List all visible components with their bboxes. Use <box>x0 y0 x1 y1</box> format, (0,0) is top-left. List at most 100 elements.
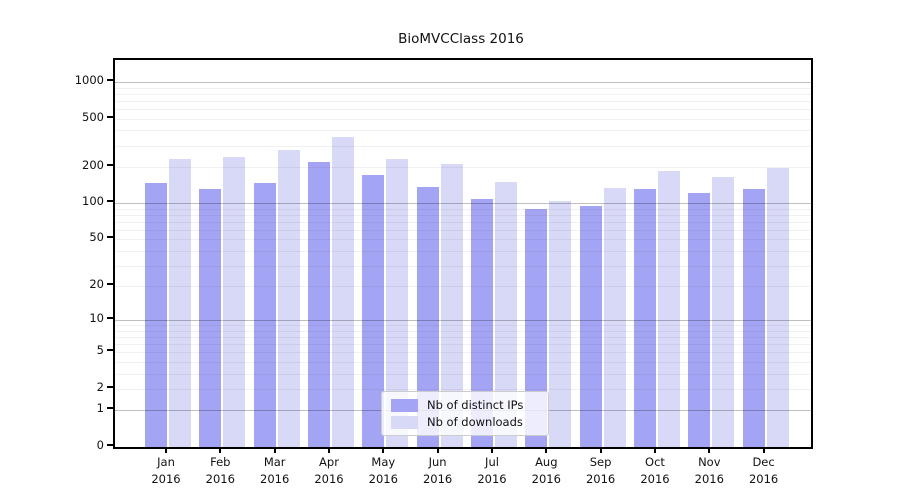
x-tick-year: 2016 <box>314 472 344 486</box>
y-tick-label: 10 <box>89 311 104 326</box>
y-tick-mark <box>107 200 113 203</box>
x-tick-month: Jul <box>485 455 499 469</box>
y-tick-mark <box>107 386 113 388</box>
y-tick-label: 20 <box>89 277 104 292</box>
bar-downloads <box>494 182 517 447</box>
x-tick-label: Apr 2016 <box>299 454 359 488</box>
x-tick-mark <box>436 447 439 453</box>
y-tick-mark <box>107 79 113 81</box>
x-tick-mark <box>545 447 548 453</box>
x-tick-month: Nov <box>698 455 721 469</box>
x-tick-year: 2016 <box>640 472 670 486</box>
bar-downloads <box>169 159 191 447</box>
bar-distinct-ips <box>688 192 711 447</box>
bar-downloads <box>712 176 735 447</box>
x-tick-month: Oct <box>645 455 665 469</box>
x-tick-year: 2016 <box>368 472 398 486</box>
y-tick-mark <box>107 283 113 286</box>
bar-downloads <box>549 201 572 447</box>
bar-distinct-ips <box>633 188 656 447</box>
gridline-minor <box>115 145 811 147</box>
x-tick-label: May 2016 <box>353 454 413 488</box>
gridline-minor <box>115 130 811 132</box>
bar-downloads <box>223 156 246 447</box>
y-tick-mark <box>107 349 113 352</box>
x-tick-mark <box>762 447 765 453</box>
x-tick-month: Apr <box>319 455 339 469</box>
x-tick-mark <box>382 447 385 453</box>
gridline-minor <box>115 250 811 252</box>
x-tick-label: Jul 2016 <box>462 454 522 488</box>
gridline-minor <box>115 229 811 231</box>
x-tick-year: 2016 <box>531 472 561 486</box>
gridline-minor <box>115 389 811 390</box>
x-tick-label: Oct 2016 <box>625 454 685 488</box>
gridline-major <box>115 203 811 205</box>
x-tick-month: Mar <box>263 455 286 469</box>
gridline-minor <box>115 344 811 346</box>
gridline-minor <box>115 239 811 241</box>
bar-distinct-ips <box>525 209 548 447</box>
y-tick-label: 100 <box>82 194 104 209</box>
x-tick-label: Mar 2016 <box>245 454 305 488</box>
bar-downloads <box>657 171 680 447</box>
bar-distinct-ips <box>416 187 439 447</box>
x-tick-year: 2016 <box>151 472 181 486</box>
y-tick-label: 500 <box>82 109 104 124</box>
bar-distinct-ips <box>307 161 330 447</box>
gridline-minor <box>115 93 811 95</box>
bar-distinct-ips <box>362 175 385 447</box>
x-tick-mark <box>328 447 330 453</box>
x-tick-year: 2016 <box>694 472 724 486</box>
gridline-major <box>115 320 811 322</box>
gridline-minor <box>115 221 811 223</box>
legend-label-distinct-ips: Nb of distinct IPs <box>427 398 524 412</box>
gridline-minor <box>115 118 811 120</box>
x-tick-label: Sep 2016 <box>571 454 631 488</box>
legend-item-distinct-ips: Nb of distinct IPs <box>391 398 539 412</box>
x-tick-label: Feb 2016 <box>190 454 250 488</box>
bar-distinct-ips <box>199 189 222 447</box>
y-tick-mark <box>107 236 113 239</box>
x-tick-label: Jan 2016 <box>136 454 196 488</box>
x-tick-mark <box>165 447 167 453</box>
bar-downloads <box>331 137 354 447</box>
y-tick-label: 5 <box>96 343 104 358</box>
bar-downloads <box>386 158 409 447</box>
gridline-minor <box>115 87 811 89</box>
bar-downloads <box>440 164 463 447</box>
y-tick-mark <box>107 163 113 166</box>
x-tick-mark <box>273 447 276 453</box>
x-tick-label: Aug 2016 <box>516 454 576 488</box>
legend-item-downloads: Nb of downloads <box>391 415 539 429</box>
y-tick-label: 50 <box>89 230 104 245</box>
bar-downloads <box>766 167 789 447</box>
gridline-major <box>115 82 811 83</box>
gridline-minor <box>115 362 811 363</box>
x-tick-year: 2016 <box>260 472 290 486</box>
x-tick-year: 2016 <box>205 472 235 486</box>
bar-distinct-ips <box>742 188 765 447</box>
x-tick-month: Jan <box>157 455 175 469</box>
gridline-minor <box>115 100 811 102</box>
y-tick-label: 0 <box>96 438 104 452</box>
y-tick-mark <box>107 444 113 446</box>
y-tick-mark <box>107 407 113 410</box>
gridline-minor <box>115 286 811 288</box>
x-tick-month: Aug <box>535 455 558 469</box>
gridline-minor <box>115 330 811 332</box>
gridline-minor <box>115 208 811 210</box>
bar-distinct-ips <box>253 182 276 447</box>
x-tick-month: Dec <box>752 455 775 469</box>
chart-title: BioMVCClass 2016 <box>398 31 524 47</box>
legend: Nb of distinct IPs Nb of downloads <box>381 391 549 436</box>
x-tick-label: Nov 2016 <box>679 454 739 488</box>
y-tick-label: 200 <box>82 157 104 172</box>
gridline-minor <box>115 214 811 216</box>
bar-downloads <box>277 150 300 447</box>
x-tick-year: 2016 <box>422 472 453 486</box>
x-tick-mark <box>491 447 493 453</box>
legend-swatch-distinct-ips <box>391 398 418 412</box>
gridline-minor <box>115 352 811 354</box>
